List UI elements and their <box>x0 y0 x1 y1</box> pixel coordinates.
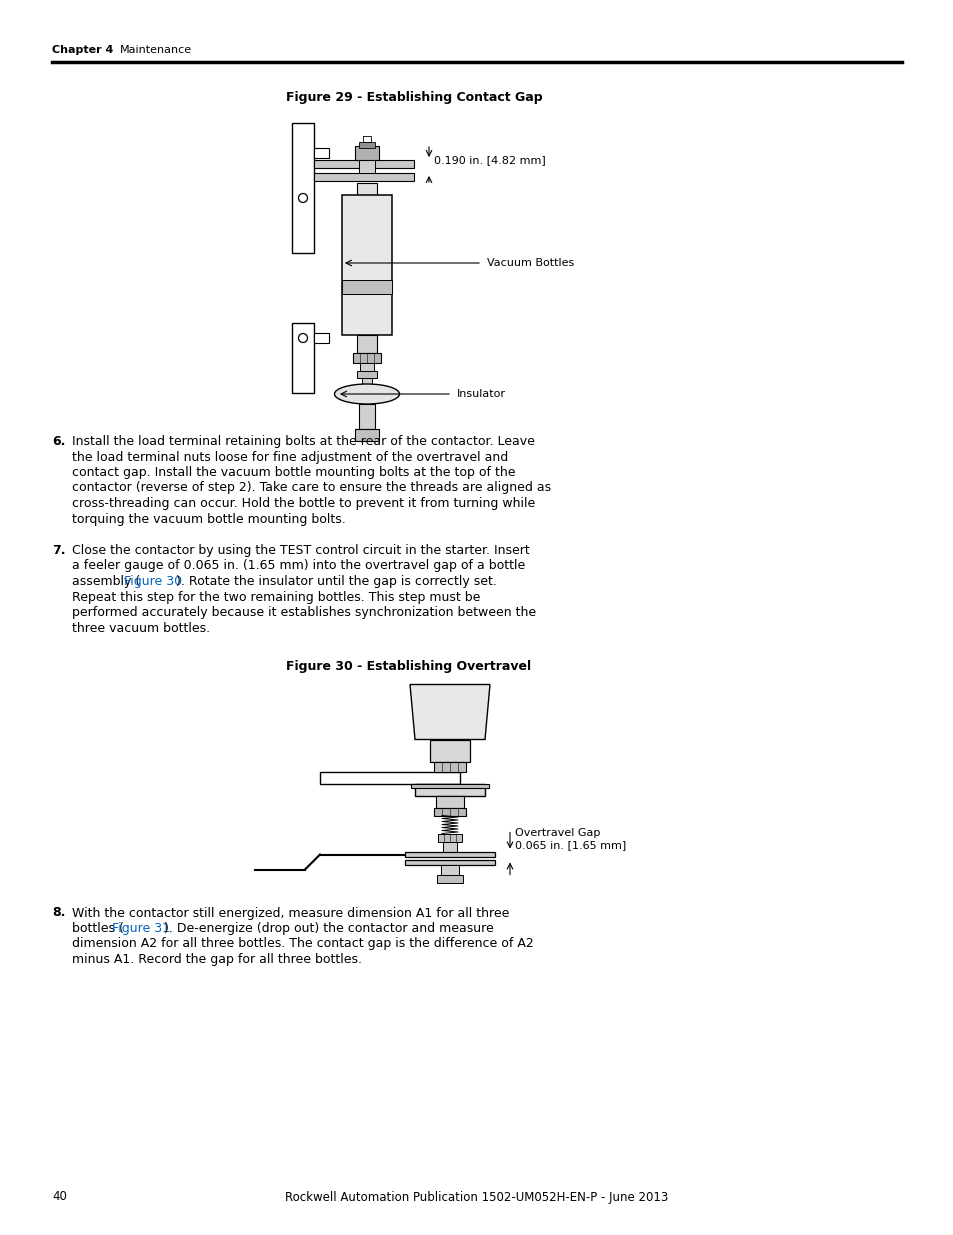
Text: 8.: 8. <box>52 906 66 920</box>
Bar <box>405 860 495 864</box>
Text: Close the contactor by using the TEST control circuit in the starter. Insert: Close the contactor by using the TEST co… <box>71 543 529 557</box>
Text: Figure 31: Figure 31 <box>112 923 170 935</box>
Text: a feeler gauge of 0.065 in. (1.65 mm) into the overtravel gap of a bottle: a feeler gauge of 0.065 in. (1.65 mm) in… <box>71 559 525 573</box>
Bar <box>314 333 329 343</box>
Bar <box>358 161 375 173</box>
Text: contactor (reverse of step 2). Take care to ensure the threads are aligned as: contactor (reverse of step 2). Take care… <box>71 482 551 494</box>
Text: With the contactor still energized, measure dimension A1 for all three: With the contactor still energized, meas… <box>71 906 509 920</box>
Text: Vacuum Bottles: Vacuum Bottles <box>486 258 574 268</box>
Text: ). Rotate the insulator until the gap is correctly set.: ). Rotate the insulator until the gap is… <box>175 576 497 588</box>
Bar <box>358 142 375 148</box>
Bar <box>355 146 378 161</box>
Text: ). De-energize (drop out) the contactor and measure: ). De-energize (drop out) the contactor … <box>164 923 494 935</box>
Bar <box>353 353 380 363</box>
Text: three vacuum bottles.: three vacuum bottles. <box>71 621 210 635</box>
Text: Repeat this step for the two remaining bottles. This step must be: Repeat this step for the two remaining b… <box>71 590 480 604</box>
Text: the load terminal nuts loose for fine adjustment of the overtravel and: the load terminal nuts loose for fine ad… <box>71 451 508 463</box>
Text: Overtravel Gap: Overtravel Gap <box>515 829 599 839</box>
Bar <box>341 280 392 294</box>
Bar <box>411 783 489 788</box>
Text: Figure 30 - Establishing Overtravel: Figure 30 - Establishing Overtravel <box>286 659 531 673</box>
Bar <box>314 161 414 168</box>
Bar <box>415 783 484 795</box>
Text: Install the load terminal retaining bolts at the rear of the contactor. Leave: Install the load terminal retaining bolt… <box>71 435 535 448</box>
Bar <box>359 363 374 370</box>
Text: Chapter 4: Chapter 4 <box>52 44 113 56</box>
Bar <box>314 173 414 182</box>
Text: torquing the vacuum bottle mounting bolts.: torquing the vacuum bottle mounting bolt… <box>71 513 345 526</box>
Text: 6.: 6. <box>52 435 66 448</box>
Text: Rockwell Automation Publication 1502-UM052H-EN-P - June 2013: Rockwell Automation Publication 1502-UM0… <box>285 1191 668 1203</box>
Bar <box>437 834 461 841</box>
Bar <box>436 874 462 883</box>
Ellipse shape <box>335 384 399 404</box>
Text: performed accurately because it establishes synchronization between the: performed accurately because it establis… <box>71 606 536 619</box>
Text: 40: 40 <box>52 1191 67 1203</box>
Bar <box>361 378 372 388</box>
Text: bottles (: bottles ( <box>71 923 124 935</box>
Text: 7.: 7. <box>52 543 66 557</box>
Bar <box>356 335 376 353</box>
Text: contact gap. Install the vacuum bottle mounting bolts at the top of the: contact gap. Install the vacuum bottle m… <box>71 466 515 479</box>
Bar <box>436 795 463 808</box>
Bar <box>440 864 458 874</box>
Text: Figure 29 - Establishing Contact Gap: Figure 29 - Establishing Contact Gap <box>286 91 542 105</box>
Text: 0.190 in. [4.82 mm]: 0.190 in. [4.82 mm] <box>434 156 545 165</box>
Bar <box>314 148 329 158</box>
Bar <box>341 195 392 335</box>
Bar <box>292 124 314 253</box>
Bar <box>356 370 376 378</box>
Bar <box>434 762 465 772</box>
Bar <box>319 772 459 783</box>
Bar <box>358 404 375 429</box>
Text: Figure 30: Figure 30 <box>124 576 182 588</box>
Bar <box>434 808 465 815</box>
Text: 0.065 in. [1.65 mm]: 0.065 in. [1.65 mm] <box>515 841 625 851</box>
Text: assembly (: assembly ( <box>71 576 140 588</box>
Polygon shape <box>410 684 490 740</box>
Text: cross-threading can occur. Hold the bottle to prevent it from turning while: cross-threading can occur. Hold the bott… <box>71 496 535 510</box>
Bar <box>405 851 495 857</box>
Text: Maintenance: Maintenance <box>120 44 192 56</box>
Text: Insulator: Insulator <box>456 389 505 399</box>
Bar <box>442 841 456 851</box>
Bar <box>356 183 376 195</box>
Bar <box>430 740 470 762</box>
Bar <box>355 429 378 441</box>
Text: minus A1. Record the gap for all three bottles.: minus A1. Record the gap for all three b… <box>71 953 361 966</box>
Bar <box>292 324 314 393</box>
Text: dimension A2 for all three bottles. The contact gap is the difference of A2: dimension A2 for all three bottles. The … <box>71 937 533 951</box>
